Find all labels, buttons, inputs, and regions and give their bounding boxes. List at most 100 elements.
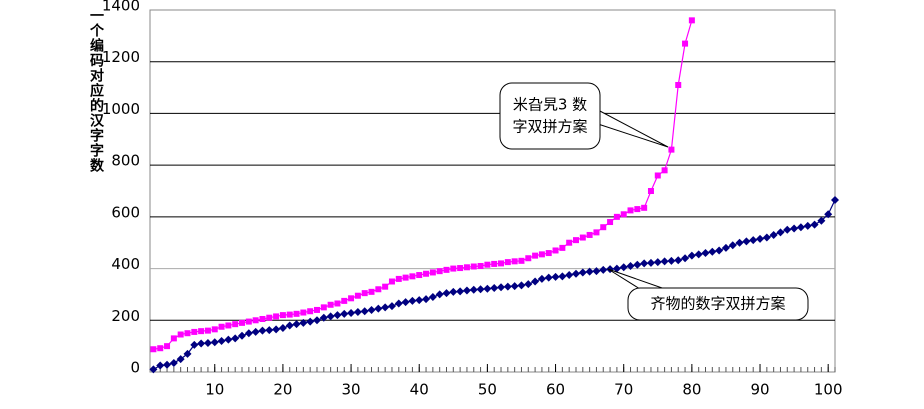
point	[593, 229, 600, 236]
point	[156, 361, 165, 370]
y-axis-label: 一个编码对应的汉字字数	[88, 8, 104, 173]
point	[367, 305, 376, 314]
point	[307, 308, 314, 315]
x-tick-label: 40	[410, 381, 429, 399]
point	[484, 261, 491, 268]
callout-pointer	[597, 109, 669, 148]
point	[327, 301, 334, 308]
point	[210, 338, 219, 347]
point	[347, 309, 356, 318]
point	[258, 326, 267, 335]
point	[674, 256, 683, 265]
point	[552, 247, 559, 254]
point	[518, 257, 525, 264]
point	[402, 274, 409, 281]
point	[381, 303, 390, 312]
point	[654, 172, 661, 179]
x-tick-label: 50	[478, 381, 497, 399]
point	[783, 225, 792, 234]
point	[278, 324, 287, 333]
point	[600, 224, 607, 231]
point	[694, 250, 703, 259]
y-tick-label: 800	[111, 152, 140, 170]
point	[252, 317, 259, 324]
point	[429, 269, 436, 276]
point	[476, 285, 485, 294]
x-tick-label: 60	[546, 381, 565, 399]
point	[681, 254, 690, 263]
point	[382, 283, 389, 290]
point	[503, 282, 512, 291]
point	[285, 321, 294, 330]
x-tick-label: 90	[750, 381, 769, 399]
point	[653, 258, 662, 267]
point	[442, 289, 451, 298]
point	[817, 216, 826, 225]
point	[701, 249, 710, 258]
point	[749, 236, 758, 245]
point	[340, 309, 349, 318]
point	[435, 290, 444, 299]
point	[265, 326, 274, 335]
point	[490, 283, 499, 292]
point	[463, 264, 470, 271]
point	[525, 255, 532, 262]
point	[456, 287, 465, 296]
point	[498, 260, 505, 267]
point	[620, 211, 627, 218]
point	[348, 295, 355, 302]
point	[796, 223, 805, 232]
point	[218, 323, 225, 330]
point	[790, 224, 799, 233]
point	[266, 314, 273, 321]
point	[245, 318, 252, 325]
point	[477, 262, 484, 269]
point	[667, 256, 676, 265]
point	[607, 219, 614, 226]
point	[184, 330, 191, 337]
point	[810, 220, 819, 229]
point	[292, 320, 301, 329]
callout-box	[627, 287, 809, 321]
point	[279, 312, 286, 319]
point	[687, 251, 696, 260]
point	[170, 335, 177, 342]
point	[353, 308, 362, 317]
point	[735, 238, 744, 247]
point	[150, 346, 157, 353]
point	[157, 345, 164, 352]
callout-box	[499, 82, 601, 150]
point	[633, 260, 642, 269]
point	[211, 326, 218, 333]
point	[436, 268, 443, 275]
point	[422, 295, 431, 304]
point	[660, 257, 669, 266]
point	[457, 265, 464, 272]
point	[586, 231, 593, 238]
point	[183, 349, 192, 358]
point	[762, 233, 771, 242]
x-tick-label: 80	[682, 381, 701, 399]
point	[231, 334, 240, 343]
point	[163, 360, 172, 369]
point	[244, 329, 253, 338]
point	[225, 322, 232, 329]
point	[354, 292, 361, 299]
point	[831, 196, 839, 205]
point	[682, 40, 689, 47]
point	[341, 297, 348, 304]
point	[239, 319, 246, 326]
point	[647, 188, 654, 194]
point	[728, 241, 737, 250]
point	[803, 221, 812, 230]
x-tick-label: 10	[205, 381, 224, 399]
point	[634, 206, 641, 213]
point	[293, 310, 300, 317]
point	[312, 316, 321, 325]
point	[368, 288, 375, 295]
point	[360, 307, 369, 316]
y-tick-label: 200	[111, 307, 140, 325]
y-tick-label: 0	[130, 359, 140, 377]
callout-pointer	[607, 268, 666, 290]
